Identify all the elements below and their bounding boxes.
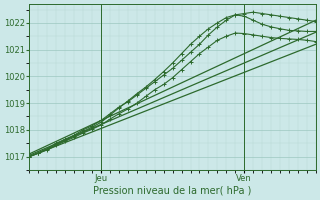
X-axis label: Pression niveau de la mer( hPa ): Pression niveau de la mer( hPa ) [93, 186, 252, 196]
